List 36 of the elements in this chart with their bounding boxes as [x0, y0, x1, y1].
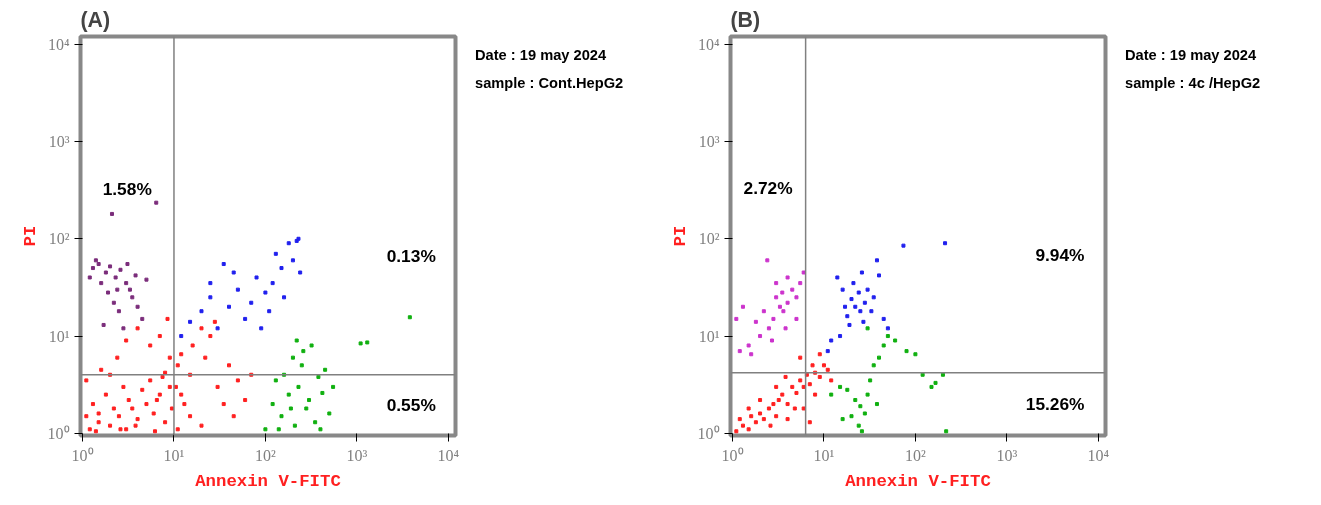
- y-tick-label: 10⁰: [47, 424, 70, 442]
- x-tick-label: 10³: [996, 446, 1018, 464]
- text: sample : 4c /HepG2: [1125, 74, 1261, 93]
- x-tick-label: 10⁴: [437, 446, 460, 464]
- annotation: 15.26%: [1025, 394, 1085, 415]
- x-tick-label: 10¹: [813, 446, 835, 464]
- x-tick-label: 10³: [346, 446, 368, 464]
- y-tick-label: 10¹: [48, 327, 70, 345]
- y-tick-label: 10²: [698, 230, 720, 248]
- x-tick-label: 10²: [905, 446, 926, 464]
- y-tick-label: 10³: [698, 132, 720, 150]
- x-tick-label: 10²: [255, 446, 276, 464]
- y-axis-title: PI: [20, 225, 40, 247]
- annotation: 0.55%: [386, 395, 436, 416]
- text: Date : 19 may 2024: [475, 46, 607, 65]
- chart-title: (B): [730, 7, 761, 32]
- x-axis-title: Annexin V-FITC: [845, 471, 991, 491]
- y-tick-label: 10⁰: [697, 424, 720, 442]
- text: sample : Cont.HepG2: [475, 74, 624, 93]
- chart-title: (A): [80, 7, 111, 32]
- text: Date : 19 may 2024: [1125, 46, 1257, 65]
- y-tick-label: 10⁴: [697, 35, 720, 53]
- x-tick-label: 10⁰: [71, 446, 94, 464]
- y-tick-label: 10¹: [698, 327, 720, 345]
- y-tick-label: 10²: [48, 230, 70, 248]
- annotation: 0.13%: [386, 246, 436, 267]
- y-axis-title: PI: [670, 225, 690, 247]
- x-axis-title: Annexin V-FITC: [195, 471, 341, 491]
- y-tick-label: 10⁴: [47, 35, 70, 53]
- annotation: 2.72%: [743, 177, 793, 198]
- annotation: 1.58%: [102, 178, 152, 199]
- annotation: 9.94%: [1035, 245, 1085, 266]
- y-tick-label: 10³: [48, 132, 70, 150]
- x-tick-label: 10¹: [163, 446, 185, 464]
- x-tick-label: 10⁰: [721, 446, 744, 464]
- x-tick-label: 10⁴: [1087, 446, 1110, 464]
